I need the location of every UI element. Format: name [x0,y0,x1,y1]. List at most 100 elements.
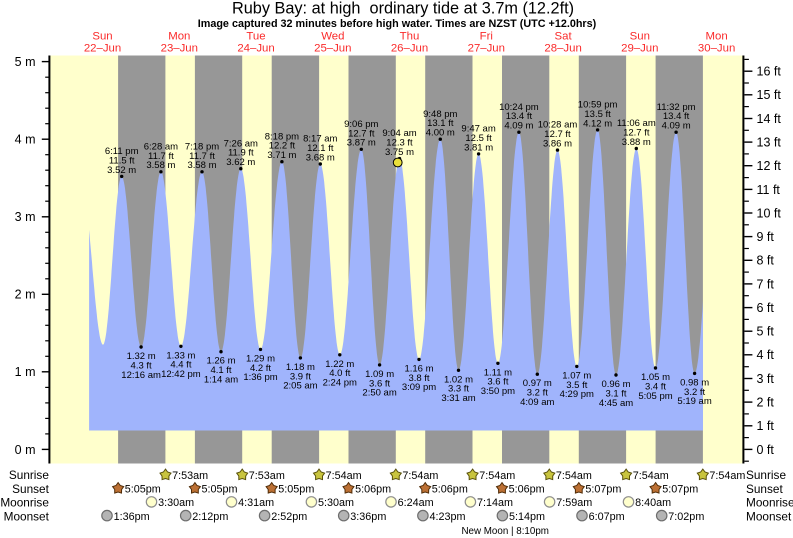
svg-text:7:54am: 7:54am [633,470,669,482]
svg-text:Moonrise: Moonrise [0,496,49,510]
svg-text:3:50 pm: 3:50 pm [481,386,515,397]
svg-text:1:36 pm: 1:36 pm [243,372,277,383]
svg-text:Tue: Tue [246,31,265,43]
svg-text:1:36pm: 1:36pm [114,511,150,523]
svg-text:12.2 ft: 12.2 ft [269,141,296,152]
svg-text:3.71 m: 3.71 m [267,150,296,161]
svg-text:4.2 ft: 4.2 ft [250,363,271,374]
svg-text:3.9 ft: 3.9 ft [290,371,311,382]
svg-text:7:54am: 7:54am [326,470,362,482]
svg-text:0 ft: 0 ft [757,443,775,457]
svg-text:30–Jun: 30–Jun [698,42,735,54]
svg-text:5:05pm: 5:05pm [278,484,314,496]
svg-text:9 ft: 9 ft [757,230,775,244]
svg-text:3.86 m: 3.86 m [543,139,572,150]
svg-text:8:40am: 8:40am [635,497,671,509]
svg-text:12.3 ft: 12.3 ft [386,138,413,149]
svg-text:1.11 m: 1.11 m [484,367,512,378]
svg-text:2:50 am: 2:50 am [362,388,396,399]
svg-text:5:06pm: 5:06pm [355,484,391,496]
svg-text:Sunset: Sunset [746,482,783,496]
svg-text:6:07pm: 6:07pm [589,511,625,523]
svg-text:2:24 pm: 2:24 pm [323,378,357,389]
svg-text:23–Jun: 23–Jun [161,42,198,54]
svg-text:4.12 m: 4.12 m [583,118,612,129]
svg-text:3.81 m: 3.81 m [464,142,493,153]
svg-text:2:52pm: 2:52pm [271,511,307,523]
svg-text:3.6 ft: 3.6 ft [369,378,390,389]
svg-text:2 ft: 2 ft [757,396,775,410]
svg-text:Image captured 32 minutes befo: Image captured 32 minutes before high wa… [198,18,597,30]
svg-text:Sun: Sun [630,31,650,43]
svg-text:0.97 m: 0.97 m [523,378,552,389]
svg-text:7 ft: 7 ft [757,277,775,291]
svg-text:12:16 am: 12:16 am [121,370,161,381]
svg-text:3.1 ft: 3.1 ft [605,388,626,399]
svg-text:3.68 m: 3.68 m [306,152,335,163]
svg-text:5:07pm: 5:07pm [585,484,621,496]
svg-text:28–Jun: 28–Jun [544,42,581,54]
svg-text:11.9 ft: 11.9 ft [228,148,254,159]
svg-text:26–Jun: 26–Jun [391,42,428,54]
svg-text:11:06 am: 11:06 am [617,118,656,129]
svg-text:1.33 m: 1.33 m [166,350,195,361]
svg-text:15 ft: 15 ft [757,88,782,102]
svg-text:10:24 pm: 10:24 pm [499,102,539,113]
svg-text:Sun: Sun [92,31,112,43]
svg-text:1.05 m: 1.05 m [641,372,670,383]
svg-text:22–Jun: 22–Jun [84,42,121,54]
svg-text:13 ft: 13 ft [757,136,782,150]
svg-text:25–Jun: 25–Jun [314,42,351,54]
svg-text:6:28 am: 6:28 am [144,141,178,152]
svg-text:3.75 m: 3.75 m [385,147,414,158]
svg-text:4.4 ft: 4.4 ft [170,360,191,371]
svg-text:1.16 m: 1.16 m [404,363,433,374]
svg-text:11 ft: 11 ft [757,183,781,197]
svg-text:0 m: 0 m [15,443,36,457]
svg-text:4:45 am: 4:45 am [599,398,633,409]
svg-text:13.1 ft: 13.1 ft [427,118,454,129]
svg-text:7:53am: 7:53am [172,470,208,482]
svg-text:3 m: 3 m [15,210,36,224]
svg-text:4:23pm: 4:23pm [430,511,466,523]
svg-text:1.29 m: 1.29 m [246,353,275,364]
svg-text:3.5 ft: 3.5 ft [566,380,587,391]
svg-text:4.09 m: 4.09 m [504,121,533,132]
svg-text:24–Jun: 24–Jun [237,42,274,54]
svg-text:12:42 pm: 12:42 pm [161,369,201,380]
svg-text:5 ft: 5 ft [757,325,775,339]
svg-text:Moonset: Moonset [4,510,50,524]
svg-text:Wed: Wed [321,31,344,43]
svg-text:7:14am: 7:14am [477,497,513,509]
svg-text:5:05pm: 5:05pm [202,484,238,496]
svg-text:5:05pm: 5:05pm [125,484,161,496]
svg-text:5:30am: 5:30am [318,497,354,509]
svg-text:4 ft: 4 ft [757,348,775,362]
svg-text:8 ft: 8 ft [757,254,775,268]
svg-text:4.1 ft: 4.1 ft [210,365,231,376]
svg-text:0.98 m: 0.98 m [680,377,709,388]
svg-text:1:14 am: 1:14 am [204,375,238,386]
svg-text:1.02 m: 1.02 m [444,374,473,385]
svg-text:3.2 ft: 3.2 ft [527,388,548,399]
svg-text:4:09 am: 4:09 am [520,397,554,408]
svg-text:12.7 ft: 12.7 ft [348,128,375,139]
svg-text:6:24am: 6:24am [398,497,434,509]
svg-text:12.7 ft: 12.7 ft [623,128,650,139]
svg-text:7:18 pm: 7:18 pm [185,141,219,152]
svg-text:11.5 ft: 11.5 ft [109,155,135,166]
svg-text:11:32 pm: 11:32 pm [657,102,696,113]
svg-text:Sunrise: Sunrise [746,468,786,482]
svg-text:Ruby Bay: at high ordinary ti: Ruby Bay: at high ordinary tide at 3.7m … [232,0,574,17]
svg-text:8:18 pm: 8:18 pm [265,131,299,142]
svg-text:1.18 m: 1.18 m [286,362,315,373]
svg-text:2:12pm: 2:12pm [192,511,228,523]
svg-text:3.62 m: 3.62 m [226,157,255,168]
svg-text:Moonrise: Moonrise [746,496,793,510]
svg-text:11.7 ft: 11.7 ft [189,151,215,162]
svg-text:12.7 ft: 12.7 ft [544,129,571,140]
svg-text:Sunrise: Sunrise [9,468,49,482]
svg-text:11.7 ft: 11.7 ft [148,151,174,162]
svg-text:8:17 am: 8:17 am [303,134,337,145]
svg-text:4 m: 4 m [15,133,36,147]
